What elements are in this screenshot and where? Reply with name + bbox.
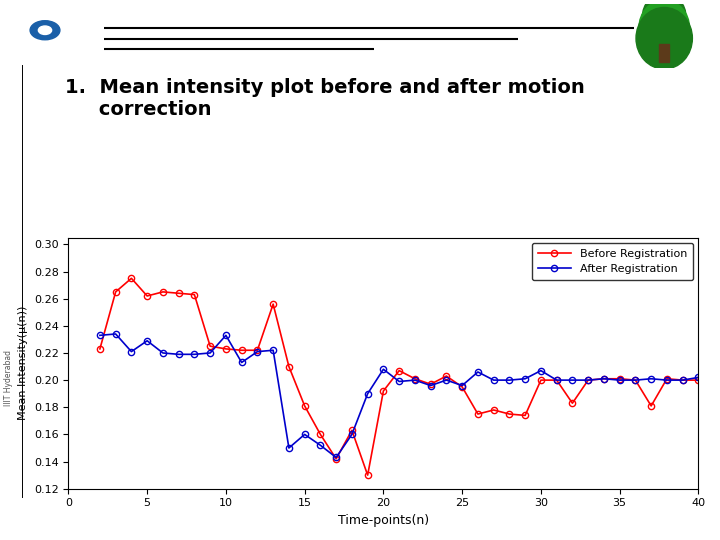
Line: Before Registration: Before Registration (96, 275, 701, 478)
Circle shape (38, 26, 52, 35)
After Registration (600, 375, 608, 382)
After Registration (678, 377, 687, 383)
After Registration (426, 382, 435, 389)
Before Registration (300, 403, 309, 409)
Circle shape (639, 0, 690, 55)
Before Registration (332, 456, 341, 462)
Before Registration (158, 289, 167, 295)
After Registration (694, 374, 703, 381)
After Registration (316, 442, 325, 449)
After Registration (332, 454, 341, 461)
After Registration (222, 332, 230, 339)
Circle shape (636, 8, 693, 69)
After Registration (474, 369, 482, 375)
Text: CVIT: CVIT (32, 43, 58, 52)
Before Registration (552, 377, 561, 383)
Before Registration (694, 377, 703, 383)
Before Registration (678, 377, 687, 383)
Before Registration (253, 347, 262, 354)
Text: correction: correction (65, 100, 211, 119)
Before Registration (284, 363, 293, 370)
Bar (660, 44, 669, 62)
Text: 1.  Mean intensity plot before and after motion: 1. Mean intensity plot before and after … (65, 78, 585, 97)
After Registration (206, 350, 215, 356)
Before Registration (505, 411, 514, 417)
After Registration (348, 431, 356, 437)
Before Registration (96, 346, 104, 352)
After Registration (631, 377, 639, 383)
Before Registration (112, 289, 120, 295)
Before Registration (568, 400, 577, 407)
Before Registration (600, 375, 608, 382)
After Registration (112, 330, 120, 337)
Before Registration (616, 375, 624, 382)
Before Registration (536, 377, 545, 383)
After Registration (442, 377, 451, 383)
After Registration (616, 377, 624, 383)
After Registration (505, 377, 514, 383)
Before Registration (521, 412, 529, 418)
Before Registration (143, 293, 151, 299)
Before Registration (238, 347, 246, 354)
Before Registration (379, 388, 387, 394)
After Registration (458, 382, 467, 389)
After Registration (190, 351, 199, 357)
After Registration (284, 445, 293, 451)
Before Registration (190, 292, 199, 298)
After Registration (253, 348, 262, 355)
Before Registration (364, 472, 372, 478)
Before Registration (348, 427, 356, 434)
After Registration (269, 347, 277, 354)
Text: IIIT Hyderabad: IIIT Hyderabad (4, 350, 13, 406)
After Registration (552, 377, 561, 383)
After Registration (364, 390, 372, 397)
Before Registration (222, 346, 230, 352)
Before Registration (316, 431, 325, 437)
After Registration (300, 431, 309, 437)
Before Registration (174, 290, 183, 296)
Line: After Registration: After Registration (96, 331, 701, 461)
Before Registration (490, 407, 498, 413)
Before Registration (127, 275, 136, 281)
Before Registration (631, 377, 639, 383)
Before Registration (442, 373, 451, 379)
Before Registration (206, 343, 215, 349)
Before Registration (662, 375, 671, 382)
Before Registration (269, 301, 277, 307)
After Registration (379, 366, 387, 373)
After Registration (174, 351, 183, 357)
After Registration (410, 377, 419, 383)
After Registration (662, 377, 671, 383)
Before Registration (426, 381, 435, 387)
Before Registration (584, 377, 593, 383)
After Registration (490, 377, 498, 383)
After Registration (395, 378, 403, 384)
Before Registration (395, 367, 403, 374)
Before Registration (410, 375, 419, 382)
After Registration (96, 332, 104, 339)
After Registration (536, 367, 545, 374)
After Registration (158, 350, 167, 356)
Before Registration (647, 403, 655, 409)
After Registration (568, 377, 577, 383)
Circle shape (642, 0, 686, 41)
X-axis label: Time-points(n): Time-points(n) (338, 514, 429, 527)
Circle shape (30, 21, 60, 40)
After Registration (521, 375, 529, 382)
Legend: Before Registration, After Registration: Before Registration, After Registration (532, 243, 693, 280)
Y-axis label: Mean Intensity(μ(n)): Mean Intensity(μ(n)) (18, 306, 28, 420)
Before Registration (458, 383, 467, 390)
After Registration (127, 348, 136, 355)
Before Registration (474, 411, 482, 417)
After Registration (584, 377, 593, 383)
After Registration (143, 338, 151, 344)
After Registration (238, 359, 246, 366)
After Registration (647, 375, 655, 382)
